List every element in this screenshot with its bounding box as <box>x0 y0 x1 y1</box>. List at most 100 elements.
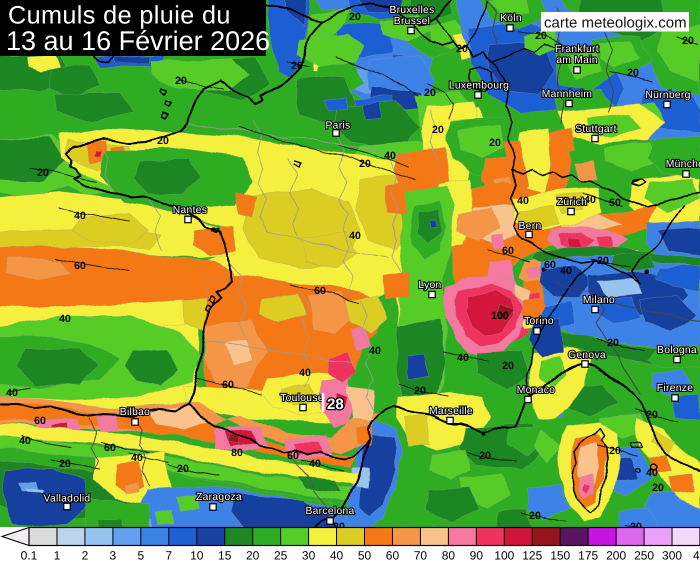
svg-text:20: 20 <box>652 482 664 494</box>
svg-text:100: 100 <box>491 310 509 322</box>
svg-text:40: 40 <box>584 194 596 206</box>
svg-text:40: 40 <box>560 265 572 277</box>
svg-text:40: 40 <box>309 458 321 470</box>
svg-text:20: 20 <box>630 521 642 533</box>
svg-text:0.1: 0.1 <box>21 549 38 563</box>
svg-text:Zaragoza: Zaragoza <box>196 492 242 503</box>
svg-text:Marseille: Marseille <box>429 406 473 417</box>
svg-text:25: 25 <box>274 549 288 563</box>
svg-text:Torino: Torino <box>524 316 554 327</box>
svg-text:40: 40 <box>330 549 344 563</box>
svg-text:60: 60 <box>386 549 400 563</box>
svg-text:60: 60 <box>502 245 514 257</box>
svg-text:50: 50 <box>609 197 621 209</box>
svg-text:Luxembourg: Luxembourg <box>449 81 509 92</box>
svg-text:Frankfurt: Frankfurt <box>555 44 599 55</box>
svg-text:60: 60 <box>74 260 86 272</box>
svg-text:Bologna: Bologna <box>657 345 697 356</box>
svg-text:15: 15 <box>218 549 232 563</box>
svg-text:Toulouse: Toulouse <box>280 393 324 404</box>
svg-text:20: 20 <box>246 549 260 563</box>
svg-text:2: 2 <box>82 549 89 563</box>
svg-text:50: 50 <box>358 549 372 563</box>
svg-text:28: 28 <box>327 396 344 413</box>
svg-text:20: 20 <box>535 30 547 42</box>
svg-text:100: 100 <box>494 549 514 563</box>
svg-text:Paris: Paris <box>326 121 351 132</box>
svg-text:60: 60 <box>544 259 556 271</box>
svg-text:Barcelona: Barcelona <box>305 506 354 517</box>
svg-text:40: 40 <box>369 345 381 357</box>
svg-text:20: 20 <box>597 255 609 267</box>
svg-text:10: 10 <box>190 549 204 563</box>
svg-text:250: 250 <box>634 549 654 563</box>
svg-text:20: 20 <box>432 124 444 136</box>
svg-text:Mannheim: Mannheim <box>542 89 592 100</box>
svg-text:175: 175 <box>578 549 598 563</box>
svg-text:60: 60 <box>104 442 116 454</box>
svg-text:Zürich: Zürich <box>557 197 587 208</box>
svg-text:20: 20 <box>646 409 658 421</box>
svg-text:20: 20 <box>456 43 468 55</box>
svg-text:20: 20 <box>414 385 426 397</box>
svg-text:40: 40 <box>19 435 31 447</box>
svg-text:20: 20 <box>627 67 639 79</box>
svg-text:20: 20 <box>291 60 303 72</box>
svg-text:Stuttgart: Stuttgart <box>575 124 617 135</box>
svg-text:20: 20 <box>479 450 491 462</box>
svg-text:125: 125 <box>522 549 542 563</box>
svg-text:40: 40 <box>517 195 529 207</box>
svg-text:1: 1 <box>54 549 61 563</box>
svg-text:Cumuls de pluie du: Cumuls de pluie du <box>8 2 231 30</box>
svg-text:7: 7 <box>165 549 172 563</box>
svg-text:Bern: Bern <box>519 221 542 232</box>
svg-text:20: 20 <box>607 337 619 349</box>
svg-text:30: 30 <box>302 549 316 563</box>
svg-text:40: 40 <box>6 387 18 399</box>
svg-text:40: 40 <box>457 352 469 364</box>
svg-text:Milano: Milano <box>583 295 615 306</box>
svg-text:40: 40 <box>349 230 361 242</box>
svg-text:Nürnberg: Nürnberg <box>645 90 690 101</box>
svg-text:80: 80 <box>333 521 345 533</box>
svg-text:20: 20 <box>682 35 694 47</box>
svg-text:80: 80 <box>231 447 243 459</box>
svg-text:40: 40 <box>299 367 311 379</box>
svg-text:20: 20 <box>59 458 71 470</box>
svg-text:3: 3 <box>110 549 117 563</box>
svg-text:20: 20 <box>489 137 501 149</box>
svg-text:Brussel: Brussel <box>394 16 430 27</box>
svg-text:20: 20 <box>609 445 621 457</box>
svg-text:60: 60 <box>34 415 46 427</box>
svg-text:Bruxelles: Bruxelles <box>389 5 434 16</box>
svg-text:40: 40 <box>131 452 143 464</box>
svg-text:200: 200 <box>606 549 626 563</box>
svg-text:20: 20 <box>157 135 169 147</box>
svg-text:60: 60 <box>287 450 299 462</box>
svg-text:70: 70 <box>414 549 428 563</box>
svg-text:Monaco: Monaco <box>517 385 555 396</box>
svg-text:40: 40 <box>646 467 658 479</box>
svg-text:400: 400 <box>693 549 700 563</box>
svg-text:20: 20 <box>175 75 187 87</box>
svg-text:20: 20 <box>37 167 49 179</box>
svg-text:Genova: Genova <box>568 350 606 361</box>
svg-text:Bilbao: Bilbao <box>120 407 150 418</box>
svg-text:150: 150 <box>550 549 570 563</box>
svg-text:am Main: am Main <box>556 55 598 66</box>
svg-text:5: 5 <box>137 549 144 563</box>
svg-text:20: 20 <box>177 463 189 475</box>
svg-text:60: 60 <box>314 285 326 297</box>
svg-text:13 au 16 Février 2026: 13 au 16 Février 2026 <box>6 26 270 56</box>
svg-text:20: 20 <box>424 87 436 99</box>
svg-text:Valladolid: Valladolid <box>44 494 91 505</box>
svg-text:Nantes: Nantes <box>173 205 207 216</box>
svg-text:20: 20 <box>502 360 514 372</box>
svg-text:80: 80 <box>442 549 456 563</box>
svg-text:20: 20 <box>529 510 541 522</box>
svg-text:20: 20 <box>349 11 361 23</box>
svg-text:90: 90 <box>470 549 484 563</box>
svg-text:20: 20 <box>359 158 371 170</box>
svg-text:40: 40 <box>74 210 86 222</box>
svg-text:Köln: Köln <box>500 13 522 24</box>
